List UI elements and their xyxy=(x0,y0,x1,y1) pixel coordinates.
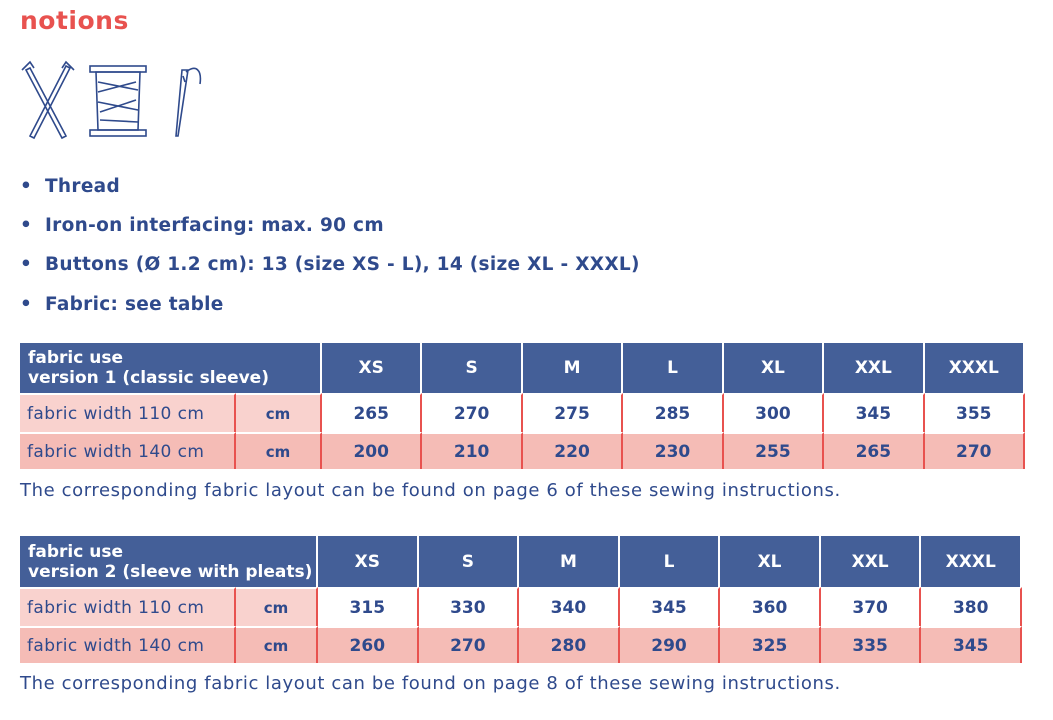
value-cell: 325 xyxy=(720,626,821,663)
value-cell: 380 xyxy=(921,587,1022,626)
size-header: XXL xyxy=(820,536,922,587)
notion-icons xyxy=(21,60,202,140)
value-cell: 270 xyxy=(422,393,523,432)
row-label: fabric width 140 cm xyxy=(20,432,236,469)
row-label: fabric width 140 cm xyxy=(20,626,236,663)
size-header: XS xyxy=(318,536,419,587)
bullet-text: Iron-on interfacing: max. 90 cm xyxy=(45,215,384,236)
value-cell: 280 xyxy=(519,626,620,663)
bullet-dot: • xyxy=(20,294,33,315)
table-note: The corresponding fabric layout can be f… xyxy=(20,480,841,501)
row-unit: cm xyxy=(236,432,322,469)
value-cell: 200 xyxy=(322,432,423,469)
size-header: M xyxy=(519,536,620,587)
value-cell: 265 xyxy=(824,432,925,469)
value-cell: 355 xyxy=(924,393,1025,432)
size-header: S xyxy=(422,343,523,393)
value-cell: 345 xyxy=(921,626,1022,663)
row-unit: cm xyxy=(236,587,318,626)
value-cell: 315 xyxy=(318,587,419,626)
value-cell: 270 xyxy=(924,432,1025,469)
value-cell: 220 xyxy=(522,432,624,469)
bullet-dot: • xyxy=(20,176,33,197)
bullet-dot: • xyxy=(20,254,33,275)
row-label: fabric width 110 cm xyxy=(20,587,236,626)
value-cell: 345 xyxy=(619,587,721,626)
bullet-item: • Buttons (Ø 1.2 cm): 13 (size XS - L), 1… xyxy=(20,254,640,275)
value-cell: 265 xyxy=(322,393,423,432)
value-cell: 345 xyxy=(824,393,925,432)
size-header: XXL xyxy=(824,343,925,393)
value-cell: 335 xyxy=(820,626,922,663)
bullet-text: Buttons (Ø 1.2 cm): 13 (size XS - L), 14… xyxy=(45,254,640,275)
size-header: XXXL xyxy=(924,343,1025,393)
value-cell: 210 xyxy=(422,432,523,469)
bullet-dot: • xyxy=(20,215,33,236)
header-line: fabric use xyxy=(28,541,123,562)
value-cell: 300 xyxy=(723,393,825,432)
size-header: L xyxy=(623,343,724,393)
size-header: XXXL xyxy=(921,536,1022,587)
value-cell: 290 xyxy=(619,626,721,663)
title: notions xyxy=(20,6,129,35)
bullet-item: • Fabric: see table xyxy=(20,294,224,315)
size-header: XL xyxy=(720,536,821,587)
header-label: fabric use version 2 (sleeve with pleats) xyxy=(20,536,318,587)
row-unit: cm xyxy=(236,393,322,432)
size-header: S xyxy=(418,536,520,587)
value-cell: 270 xyxy=(418,626,520,663)
row-label: fabric width 110 cm xyxy=(20,393,236,432)
table-note: The corresponding fabric layout can be f… xyxy=(20,673,841,694)
header-line: version 2 (sleeve with pleats) xyxy=(28,561,313,582)
value-cell: 370 xyxy=(820,587,922,626)
value-cell: 255 xyxy=(723,432,825,469)
size-header: M xyxy=(522,343,624,393)
bullet-text: Thread xyxy=(45,176,120,197)
value-cell: 340 xyxy=(519,587,620,626)
header-line: fabric use xyxy=(28,348,123,368)
bullet-item: • Thread xyxy=(20,176,120,197)
size-header: XS xyxy=(322,343,423,393)
size-header: L xyxy=(619,536,721,587)
value-cell: 260 xyxy=(318,626,419,663)
bullet-item: • Iron-on interfacing: max. 90 cm xyxy=(20,215,384,236)
row-unit: cm xyxy=(236,626,318,663)
value-cell: 330 xyxy=(418,587,520,626)
header-line: version 1 (classic sleeve) xyxy=(28,368,269,388)
size-header: XL xyxy=(723,343,825,393)
value-cell: 230 xyxy=(623,432,724,469)
bullet-text: Fabric: see table xyxy=(45,294,224,315)
value-cell: 275 xyxy=(522,393,624,432)
header-label: fabric use version 1 (classic sleeve) xyxy=(20,343,322,393)
value-cell: 360 xyxy=(720,587,821,626)
value-cell: 285 xyxy=(623,393,724,432)
